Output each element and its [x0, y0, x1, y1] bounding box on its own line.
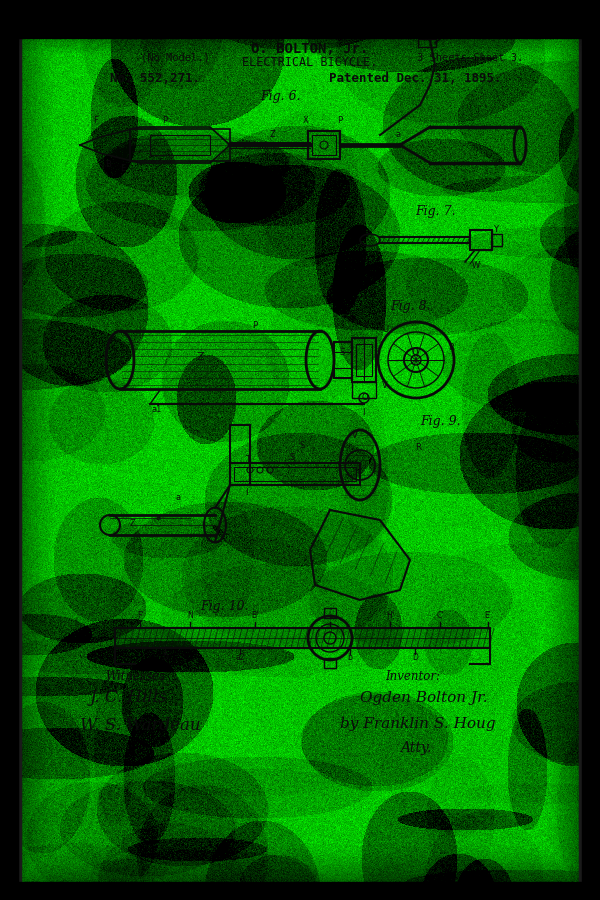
- Bar: [324, 608, 336, 618]
- Bar: [115, 628, 490, 648]
- Text: a2: a2: [235, 653, 245, 662]
- Text: Atty.: Atty.: [400, 741, 431, 755]
- Text: a: a: [155, 513, 160, 522]
- Bar: [308, 131, 340, 159]
- Text: D: D: [412, 653, 418, 662]
- Bar: [334, 342, 352, 378]
- Text: O. BOLTON, Jr.: O. BOLTON, Jr.: [251, 42, 368, 56]
- Text: L: L: [328, 611, 332, 620]
- Bar: [470, 230, 492, 250]
- Text: Z: Z: [270, 130, 276, 139]
- Bar: [492, 234, 502, 246]
- Text: Z: Z: [130, 519, 136, 528]
- Text: P: P: [252, 321, 257, 330]
- Text: Fig. 8.: Fig. 8.: [390, 300, 431, 313]
- Text: C': C': [436, 611, 443, 620]
- Text: V: V: [352, 431, 358, 440]
- Text: a: a: [175, 493, 180, 502]
- Text: Witnesses: Witnesses: [105, 670, 165, 683]
- Text: Z: Z: [196, 352, 204, 362]
- Text: R: R: [415, 443, 421, 452]
- Text: C': C': [210, 160, 218, 169]
- Bar: [352, 382, 376, 398]
- Text: F: F: [93, 116, 98, 125]
- Text: R: R: [448, 343, 454, 352]
- Text: B': B': [251, 611, 259, 620]
- Text: Fig. 9.: Fig. 9.: [420, 415, 461, 428]
- Bar: [352, 338, 376, 382]
- Text: J. C. Hills: J. C. Hills: [90, 689, 167, 706]
- Text: Q: Q: [411, 348, 418, 357]
- Text: S: S: [300, 441, 305, 450]
- Text: D: D: [162, 653, 168, 662]
- Text: a1: a1: [152, 405, 163, 414]
- Text: Fig. 6.: Fig. 6.: [260, 90, 301, 103]
- Text: E: E: [120, 164, 125, 173]
- Bar: [230, 425, 250, 485]
- Text: H': H': [386, 611, 394, 620]
- Polygon shape: [80, 127, 230, 163]
- Text: Y: Y: [493, 225, 498, 234]
- Text: W. S. Wardeau: W. S. Wardeau: [80, 717, 200, 734]
- Text: Inventor:: Inventor:: [385, 670, 440, 683]
- Text: (No Model.): (No Model.): [140, 53, 209, 63]
- Text: T: T: [362, 323, 367, 332]
- Text: by Franklin S. Houg: by Franklin S. Houg: [340, 717, 496, 731]
- Bar: [356, 344, 372, 376]
- Text: b: b: [347, 653, 352, 662]
- Bar: [234, 467, 356, 481]
- Text: S: S: [340, 348, 345, 357]
- Text: No. 552,271.: No. 552,271.: [110, 71, 200, 85]
- Text: W: W: [472, 261, 480, 270]
- Bar: [230, 463, 360, 485]
- Bar: [324, 658, 336, 668]
- Text: ELECTRICAL BICYCLE.: ELECTRICAL BICYCLE.: [242, 56, 377, 68]
- Text: B: B: [105, 160, 111, 169]
- Bar: [312, 135, 336, 155]
- Text: I: I: [245, 488, 248, 497]
- Text: I: I: [362, 408, 365, 417]
- Text: N: N: [187, 611, 193, 620]
- Text: Fig. 7.: Fig. 7.: [415, 205, 455, 218]
- Text: U: U: [382, 325, 388, 334]
- Text: P: P: [162, 116, 167, 125]
- Text: Patented Dec. 31, 1895.: Patented Dec. 31, 1895.: [329, 71, 501, 85]
- Bar: [115, 628, 490, 648]
- Bar: [418, 39, 436, 47]
- Text: X: X: [303, 116, 309, 125]
- Text: Ogden Bolton Jr.: Ogden Bolton Jr.: [360, 691, 488, 705]
- Text: F': F': [137, 611, 143, 620]
- Text: T: T: [245, 455, 250, 464]
- Text: S: S: [290, 453, 295, 462]
- Text: a: a: [395, 130, 400, 139]
- Bar: [130, 129, 230, 161]
- Text: V: V: [382, 381, 388, 390]
- Text: E': E': [485, 611, 491, 620]
- Polygon shape: [310, 510, 410, 600]
- Bar: [150, 135, 210, 155]
- Text: O: O: [362, 393, 368, 402]
- Text: 3 Sheets—Sheet 3.: 3 Sheets—Sheet 3.: [417, 53, 523, 63]
- Text: P: P: [337, 116, 342, 125]
- Text: Fig. 10.: Fig. 10.: [200, 600, 248, 613]
